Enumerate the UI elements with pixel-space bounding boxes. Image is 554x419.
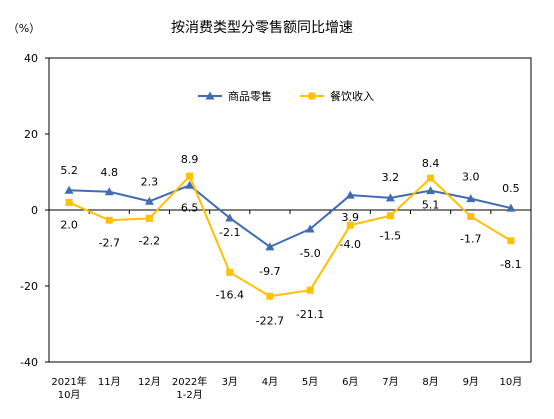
series-2-point xyxy=(186,172,194,180)
series-2-point xyxy=(427,174,435,182)
series-2-data-label: -2.2 xyxy=(139,234,160,247)
series-2-point xyxy=(467,212,475,220)
series-1-data-label: -2.1 xyxy=(219,226,240,239)
series-2-data-label: -21.1 xyxy=(296,308,324,321)
x-tick-label: 1-2月 xyxy=(176,389,202,401)
y-tick-label: 40 xyxy=(24,52,38,65)
series-1-point xyxy=(265,242,275,251)
y-tick-label: 20 xyxy=(24,128,38,141)
x-tick-label: 6月 xyxy=(342,376,358,388)
legend-label-2: 餐饮收入 xyxy=(330,89,374,103)
series-2-data-label: -1.5 xyxy=(380,230,401,243)
x-tick-label: 4月 xyxy=(262,376,278,388)
x-tick-label: 3月 xyxy=(222,376,238,388)
series-line-1 xyxy=(69,184,512,248)
y-tick-label: -20 xyxy=(20,280,38,293)
legend-label-1: 商品零售 xyxy=(228,89,272,103)
x-tick-label: 9月 xyxy=(463,376,479,388)
series-1-point xyxy=(305,224,315,233)
series-2-point xyxy=(306,286,314,294)
series-1-point xyxy=(185,180,195,189)
x-tick-label: 10月 xyxy=(500,376,523,388)
series-1-data-label: -9.7 xyxy=(259,265,280,278)
y-tick-label: 0 xyxy=(31,204,38,217)
x-tick-label: 10月 xyxy=(58,389,81,401)
series-1-point xyxy=(64,185,74,194)
series-1-data-label: 5.2 xyxy=(60,164,78,177)
x-tick-label: 2021年 xyxy=(51,375,86,388)
y-tick-label: -40 xyxy=(20,356,38,369)
series-1-data-label: 6.5 xyxy=(181,201,199,214)
series-2-point xyxy=(226,268,234,276)
unit-label: （%） xyxy=(8,22,40,35)
series-1-data-label: 4.8 xyxy=(101,166,119,179)
series-2-data-label: -22.7 xyxy=(256,314,284,327)
chart-title: 按消费类型分零售额同比增速 xyxy=(171,20,353,36)
series-2-data-label: 8.4 xyxy=(422,157,440,170)
series-1-point xyxy=(385,193,395,202)
series-1-data-label: -5.0 xyxy=(299,247,320,260)
x-tick-label: 2022年 xyxy=(172,375,207,388)
series-2-data-label: -8.1 xyxy=(500,258,521,271)
series-2-point xyxy=(65,198,73,206)
series-2-point xyxy=(266,292,274,300)
series-1-data-label: 5.1 xyxy=(422,199,440,212)
x-tick-label: 5月 xyxy=(302,376,318,388)
x-tick-label: 12月 xyxy=(138,376,161,388)
series-1-point xyxy=(225,213,235,222)
series-2-data-label: -1.7 xyxy=(460,232,481,245)
series-1-data-label: 3.0 xyxy=(462,171,480,184)
series-1-data-label: 3.9 xyxy=(342,211,360,224)
x-tick-label: 8月 xyxy=(422,376,438,388)
series-1-data-label: 3.2 xyxy=(382,171,400,184)
legend-marker-square xyxy=(308,92,316,100)
legend-marker-triangle xyxy=(205,91,215,100)
series-2-point xyxy=(386,212,394,220)
series-2-data-label: -4.0 xyxy=(340,238,361,251)
series-1-data-label: 0.5 xyxy=(502,182,520,195)
series-1-data-label: 2.3 xyxy=(141,175,159,188)
x-tick-label: 11月 xyxy=(98,376,121,388)
series-2-data-label: 2.0 xyxy=(60,218,78,231)
series-2-point xyxy=(346,221,354,229)
series-1-point xyxy=(466,194,476,203)
series-1-point xyxy=(104,187,114,196)
series-2-point xyxy=(105,216,113,224)
series-2-point xyxy=(145,214,153,222)
series-line-2 xyxy=(68,175,512,298)
series-1-point xyxy=(506,203,516,212)
series-2-data-label: -16.4 xyxy=(216,288,244,301)
series-2-data-label: -2.7 xyxy=(99,236,120,249)
series-2-data-label: 8.9 xyxy=(181,153,199,166)
series-1-point xyxy=(426,186,436,195)
series-1-point xyxy=(144,196,154,205)
x-tick-label: 7月 xyxy=(382,376,398,388)
series-2-point xyxy=(507,237,515,245)
series-1-point xyxy=(345,190,355,199)
